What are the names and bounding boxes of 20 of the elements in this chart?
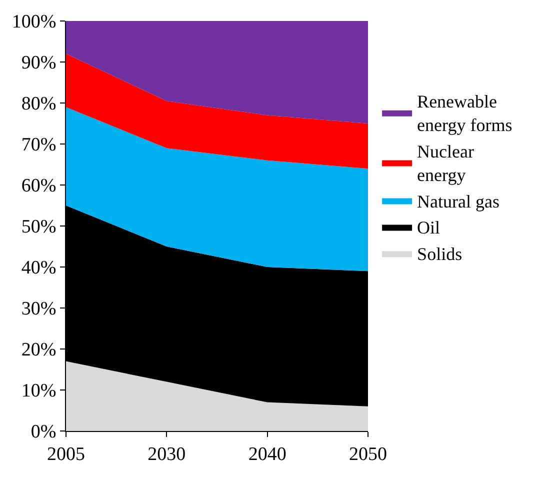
y-tick-label: 60% [21, 176, 56, 197]
x-tick-label: 2005 [47, 444, 85, 465]
legend-label: Renewable energy forms [417, 92, 512, 136]
y-tick-label: 90% [21, 52, 56, 74]
y-tick-label: 50% [21, 216, 56, 238]
x-tick-label: 2030 [148, 444, 186, 465]
x-tick-label: 2050 [349, 444, 387, 465]
legend-label: Solids [417, 244, 462, 264]
y-tick-label: 80% [21, 94, 56, 115]
legend-label: Nuclear energy [417, 142, 474, 185]
legend-label: Oil [417, 218, 440, 238]
y-tick-label: 30% [21, 298, 56, 320]
y-tick-label: 0% [30, 422, 56, 443]
y-tick-label: 10% [21, 380, 56, 402]
y-tick-label: 100% [12, 12, 56, 33]
legend-label: Natural gas [417, 191, 500, 212]
y-tick-label: 70% [21, 134, 56, 156]
y-tick-label: 20% [21, 340, 56, 361]
y-tick-label: 40% [21, 258, 56, 279]
x-tick-label: 2040 [248, 444, 286, 465]
